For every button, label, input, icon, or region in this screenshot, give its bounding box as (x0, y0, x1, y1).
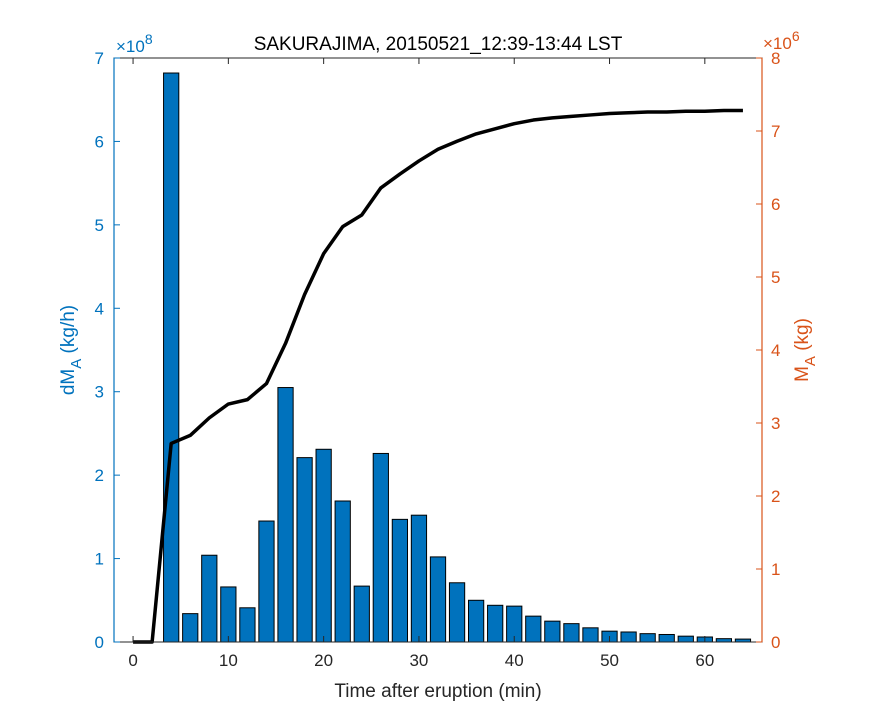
bar-mark (429, 556, 447, 643)
bar-mark (525, 615, 542, 643)
right-tick-label: 1 (771, 560, 780, 579)
bar-mark (201, 554, 218, 643)
left-tick-label: 6 (95, 132, 104, 151)
x-tick-label: 0 (128, 651, 137, 670)
bar-mark (487, 604, 504, 643)
left-tick-label: 7 (95, 49, 104, 68)
bar-mark (296, 457, 313, 643)
bar-mark (391, 518, 409, 643)
right-tick-label: 4 (771, 341, 780, 360)
left-exponent-power: 8 (145, 31, 153, 47)
bar-mark (220, 586, 237, 643)
bar-mark (544, 620, 561, 643)
bar-mark (182, 613, 199, 643)
bar-series (163, 72, 752, 643)
right-tick-label: 6 (771, 195, 780, 214)
bar-mark (582, 627, 599, 643)
x-tick-label: 10 (219, 651, 238, 670)
bar-mark (258, 520, 275, 643)
axis-ticks (113, 57, 763, 643)
right-exponent-base: ×10 (763, 34, 792, 53)
left-tick-label: 3 (95, 383, 104, 402)
right-tick-label: 2 (771, 487, 780, 506)
bar-mark (277, 387, 294, 643)
bar-mark (448, 582, 466, 643)
left-tick-label: 5 (95, 216, 104, 235)
right-axis-label: MA (kg) (792, 318, 819, 382)
bar-mark (467, 599, 485, 643)
left-tick-label: 2 (95, 466, 104, 485)
x-tick-label: 40 (505, 651, 524, 670)
bar-mark (677, 635, 694, 643)
bar-mark (563, 623, 580, 643)
right-label-main: M (792, 366, 813, 382)
left-tick-label: 4 (95, 299, 104, 318)
chart-title: SAKURAJIMA, 20150521_12:39-13:44 LST (254, 34, 623, 55)
right-label-sub: A (802, 356, 819, 366)
x-tick-label: 20 (314, 651, 333, 670)
left-label-main: dM (58, 369, 79, 395)
right-tick-label: 8 (771, 49, 780, 68)
bar-mark (315, 448, 332, 643)
x-tick-label: 30 (409, 651, 428, 670)
left-axis-label: dMA (kg/h) (58, 305, 85, 395)
left-tick-label: 1 (95, 550, 104, 569)
left-label-sub: A (68, 359, 85, 369)
x-tick-label: 60 (695, 651, 714, 670)
right-tick-label: 0 (771, 633, 780, 652)
bar-mark (239, 607, 256, 643)
x-tick-label: 50 (600, 651, 619, 670)
bar-mark (620, 631, 637, 643)
left-tick-label: 0 (95, 633, 104, 652)
right-tick-label: 7 (771, 122, 780, 141)
left-exponent-base: ×10 (116, 37, 145, 56)
axis-tick-labels: 0 10 20 30 40 50 60 0 1 2 3 4 5 6 7 0 1 2 3 4 5 6 7 8 (95, 49, 781, 670)
plot-area-frame (113, 57, 763, 643)
cumulative-mass-line (133, 108, 743, 644)
right-label-unit: (kg) (792, 318, 813, 356)
right-axis-exponent: ×106 (763, 28, 800, 53)
right-exponent-power: 6 (792, 28, 800, 44)
bar-mark (658, 633, 675, 643)
bar-mark (334, 500, 351, 643)
bar-mark (715, 638, 733, 643)
bar-mark (372, 452, 389, 643)
left-axis-exponent: ×108 (116, 31, 153, 56)
left-label-unit: (kg/h) (58, 305, 79, 359)
bar-mark (353, 585, 370, 643)
bar-mark (163, 72, 180, 643)
right-tick-label: 3 (771, 414, 780, 433)
bar-mark (410, 514, 428, 643)
x-axis-label: Time after eruption (min) (334, 681, 541, 702)
bar-mark (639, 633, 656, 643)
right-tick-label: 5 (771, 268, 780, 287)
